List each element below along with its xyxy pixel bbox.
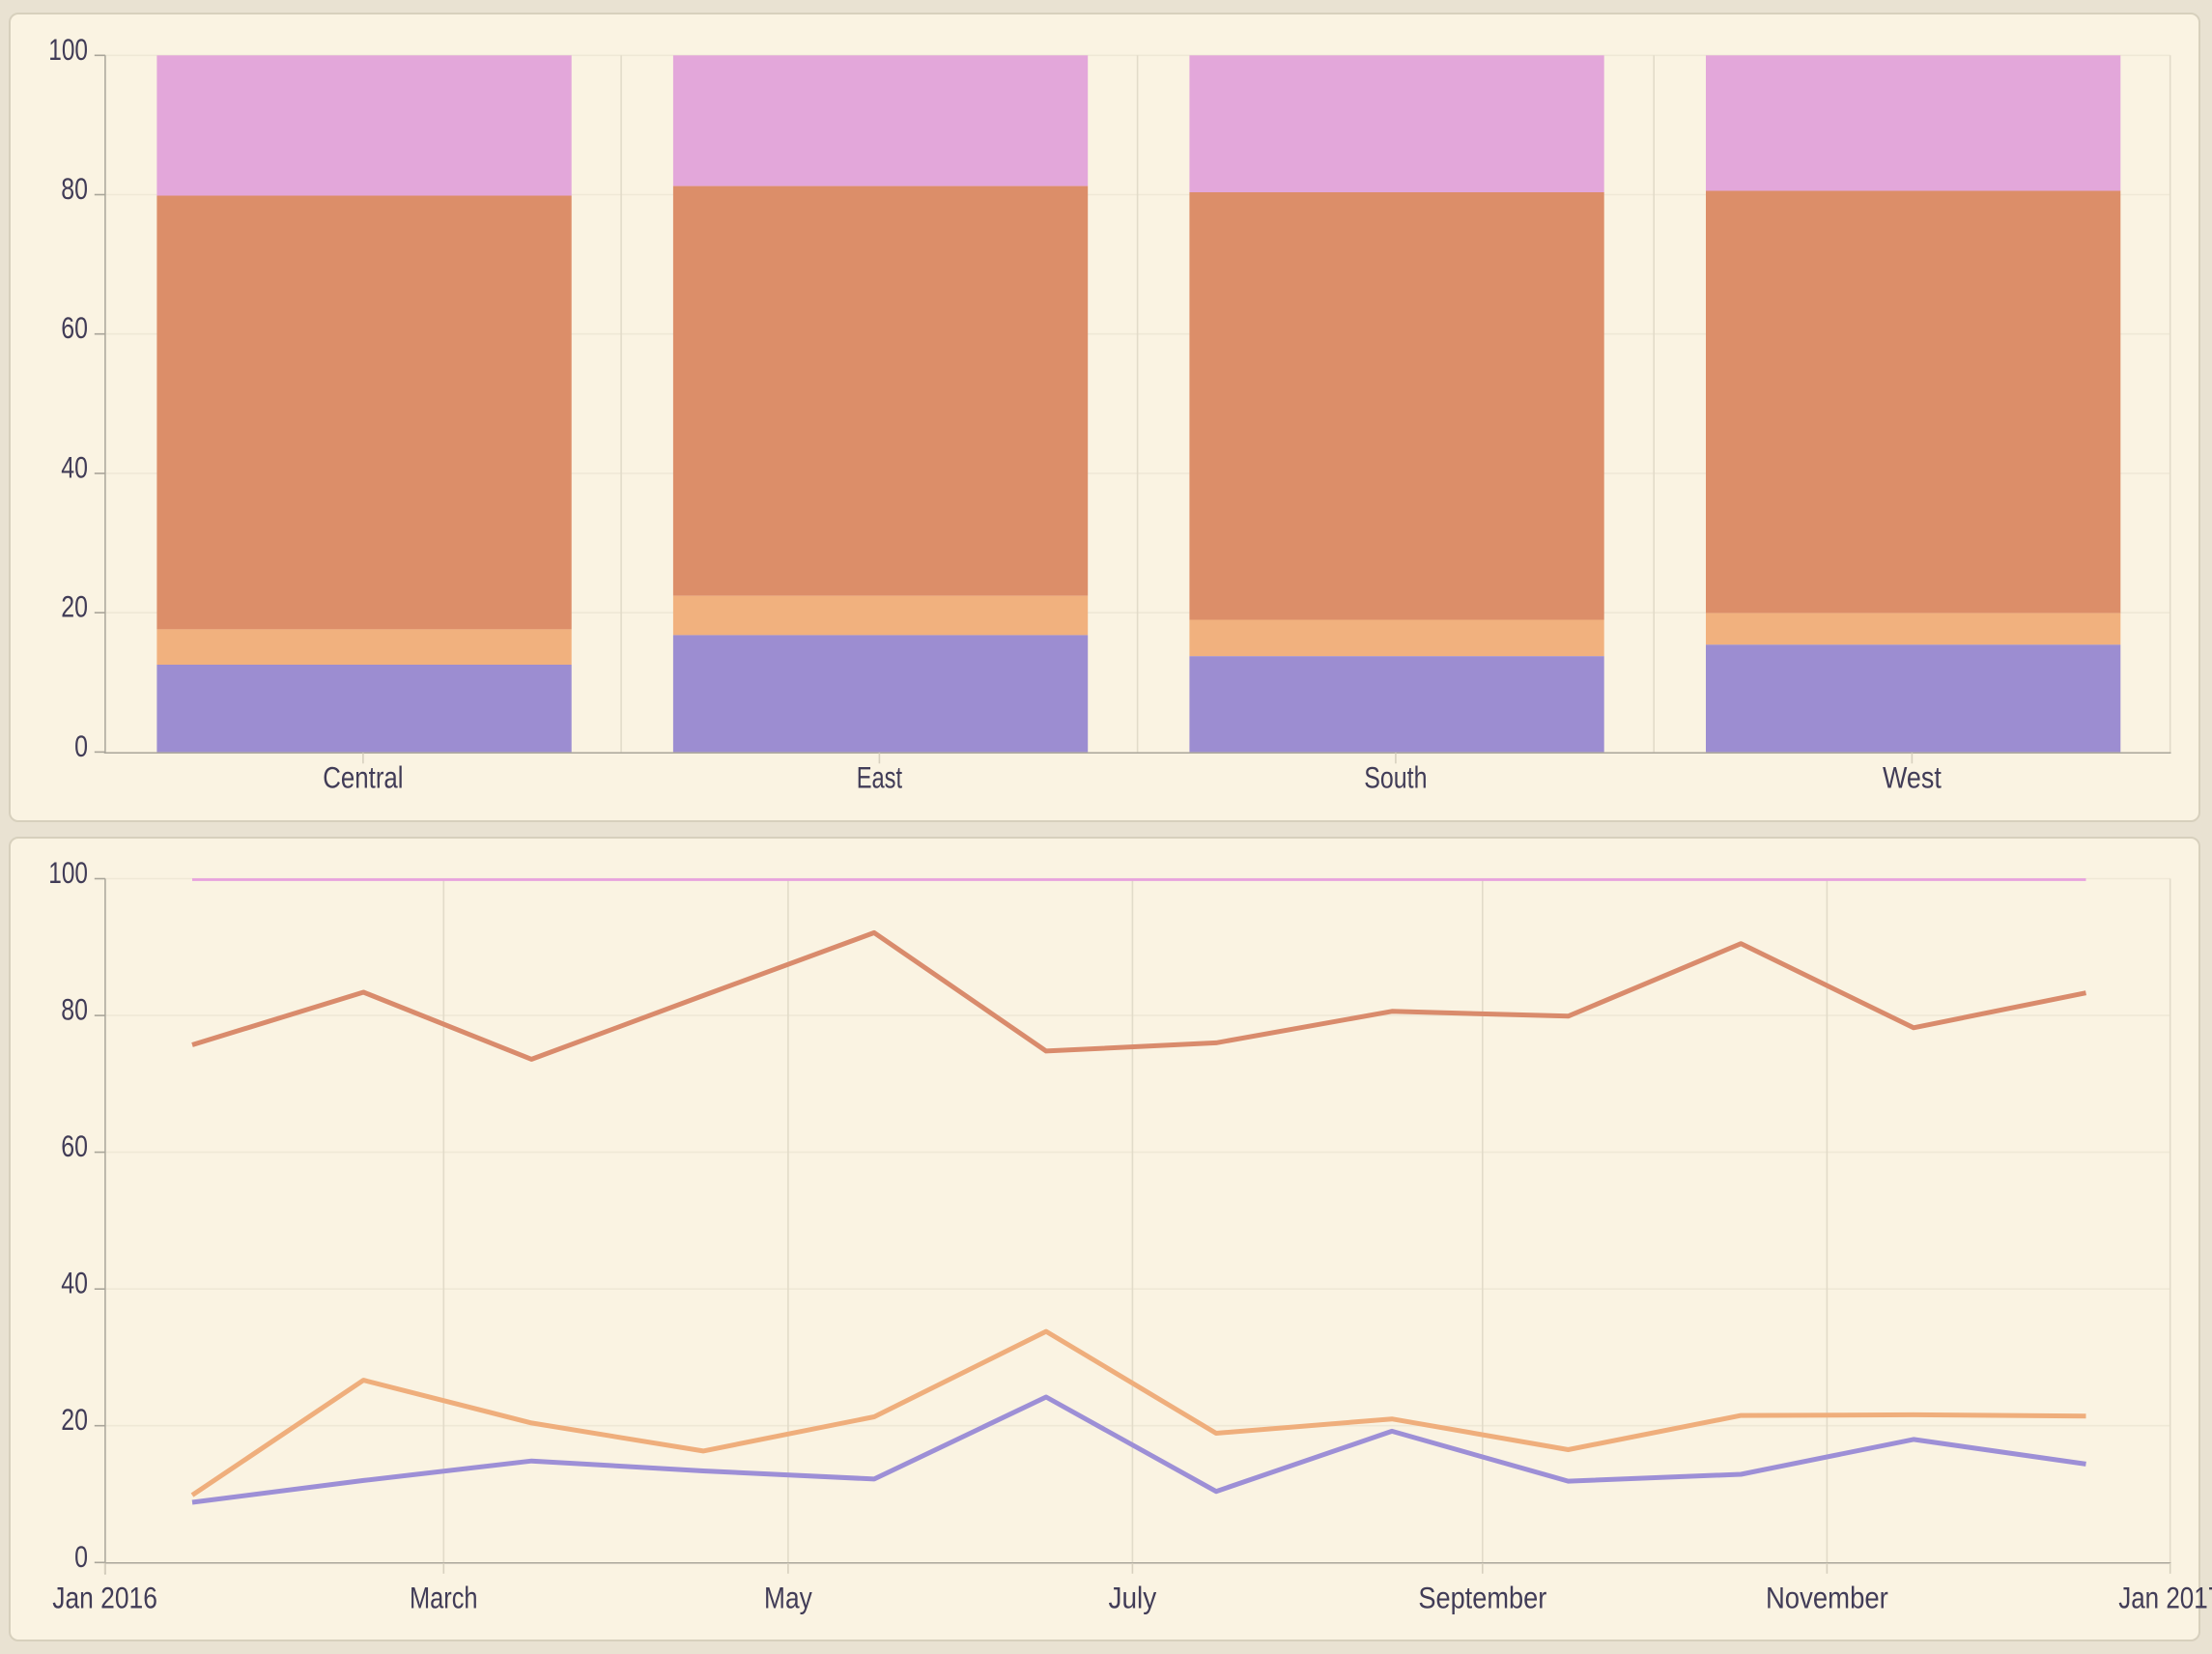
svg-text:July: July (1109, 1581, 1157, 1615)
svg-text:South: South (1364, 760, 1427, 795)
svg-text:80: 80 (61, 171, 88, 206)
svg-text:100: 100 (48, 32, 88, 67)
svg-text:60: 60 (61, 1128, 88, 1163)
svg-text:East: East (857, 760, 903, 795)
svg-text:West: West (1883, 760, 1942, 795)
svg-text:20: 20 (61, 1402, 88, 1437)
svg-text:Central: Central (323, 760, 403, 795)
svg-text:80: 80 (61, 992, 88, 1027)
svg-text:March: March (410, 1581, 478, 1615)
svg-text:20: 20 (61, 589, 88, 624)
svg-text:100: 100 (48, 855, 88, 890)
svg-text:0: 0 (74, 728, 88, 763)
svg-text:November: November (1766, 1581, 1888, 1615)
svg-text:40: 40 (61, 1266, 88, 1300)
svg-text:0: 0 (74, 1539, 88, 1574)
svg-text:Jan 2016: Jan 2016 (52, 1581, 157, 1615)
svg-text:40: 40 (61, 450, 88, 485)
svg-text:September: September (1418, 1581, 1546, 1615)
svg-text:May: May (764, 1581, 812, 1615)
svg-text:Jan 2017: Jan 2017 (2118, 1581, 2212, 1615)
svg-text:60: 60 (61, 310, 88, 345)
